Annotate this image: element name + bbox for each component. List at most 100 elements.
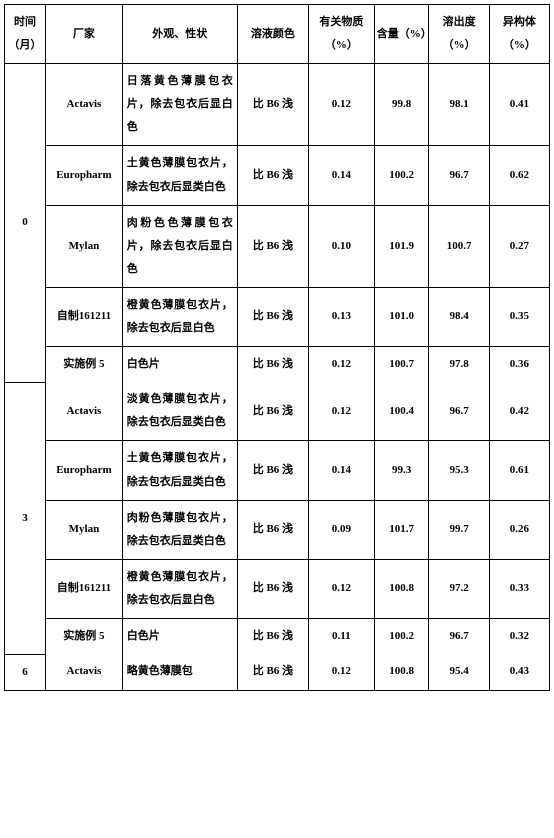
table-header-row: 时间（月） 厂家 外观、性状 溶液颜色 有关物质（%） 含量（%） 溶出度（%）…	[5, 5, 550, 64]
cell-dissolution: 95.3	[429, 441, 489, 500]
cell-content: 100.2	[374, 146, 429, 205]
cell-color: 比 B6 浅	[237, 382, 308, 441]
table-row: Europharm土黄色薄膜包衣片，除去包衣后显类白色比 B6 浅0.14100…	[5, 146, 550, 205]
cell-isomer: 0.42	[489, 382, 549, 441]
th-isomer: 异构体（%）	[489, 5, 549, 64]
table-row: Europharm土黄色薄膜包衣片，除去包衣后显类白色比 B6 浅0.1499.…	[5, 441, 550, 500]
cell-mfr: Europharm	[46, 146, 123, 205]
cell-desc: 橙黄色薄膜包衣片，除去包衣后显白色	[122, 559, 237, 618]
cell-desc: 肉粉色薄膜包衣片，除去包衣后显类白色	[122, 500, 237, 559]
cell-dissolution: 98.1	[429, 64, 489, 146]
cell-isomer: 0.27	[489, 205, 549, 287]
cell-isomer: 0.26	[489, 500, 549, 559]
table-row: 自制161211橙黄色薄膜包衣片，除去包衣后显白色比 B6 浅0.12100.8…	[5, 559, 550, 618]
cell-dissolution: 100.7	[429, 205, 489, 287]
table-row: 6Actavis略黄色薄膜包比 B6 浅0.12100.895.40.43	[5, 654, 550, 690]
cell-content: 99.8	[374, 64, 429, 146]
cell-color: 比 B6 浅	[237, 205, 308, 287]
cell-content: 100.7	[374, 347, 429, 383]
cell-related: 0.14	[308, 441, 374, 500]
th-appearance: 外观、性状	[122, 5, 237, 64]
table-row: 自制161211橙黄色薄膜包衣片，除去包衣后显白色比 B6 浅0.13101.0…	[5, 287, 550, 346]
cell-color: 比 B6 浅	[237, 441, 308, 500]
th-mfr: 厂家	[46, 5, 123, 64]
cell-desc: 土黄色薄膜包衣片，除去包衣后显类白色	[122, 441, 237, 500]
cell-related: 0.12	[308, 382, 374, 441]
cell-isomer: 0.62	[489, 146, 549, 205]
cell-dissolution: 98.4	[429, 287, 489, 346]
cell-related: 0.13	[308, 287, 374, 346]
cell-mfr: 实施例 5	[46, 347, 123, 383]
table-row: Mylan肉粉色色薄膜包衣片，除去包衣后显白色比 B6 浅0.10101.910…	[5, 205, 550, 287]
cell-isomer: 0.35	[489, 287, 549, 346]
cell-isomer: 0.43	[489, 654, 549, 690]
cell-content: 101.0	[374, 287, 429, 346]
cell-dissolution: 96.7	[429, 146, 489, 205]
th-time: 时间（月）	[5, 5, 46, 64]
stability-table: 时间（月） 厂家 外观、性状 溶液颜色 有关物质（%） 含量（%） 溶出度（%）…	[4, 4, 550, 691]
cell-dissolution: 96.7	[429, 618, 489, 654]
th-content: 含量（%）	[374, 5, 429, 64]
cell-isomer: 0.32	[489, 618, 549, 654]
cell-mfr: Actavis	[46, 654, 123, 690]
cell-related: 0.09	[308, 500, 374, 559]
table-row: 实施例 5白色片比 B6 浅0.11100.296.70.32	[5, 618, 550, 654]
cell-desc: 肉粉色色薄膜包衣片，除去包衣后显白色	[122, 205, 237, 287]
cell-related: 0.12	[308, 654, 374, 690]
cell-content: 100.8	[374, 559, 429, 618]
cell-dissolution: 97.2	[429, 559, 489, 618]
cell-content: 100.8	[374, 654, 429, 690]
cell-desc: 淡黄色薄膜包衣片，除去包衣后显类白色	[122, 382, 237, 441]
cell-color: 比 B6 浅	[237, 287, 308, 346]
cell-desc: 橙黄色薄膜包衣片，除去包衣后显白色	[122, 287, 237, 346]
cell-related: 0.14	[308, 146, 374, 205]
th-related: 有关物质（%）	[308, 5, 374, 64]
th-dissolution: 溶出度（%）	[429, 5, 489, 64]
cell-content: 99.3	[374, 441, 429, 500]
cell-isomer: 0.36	[489, 347, 549, 383]
cell-color: 比 B6 浅	[237, 618, 308, 654]
cell-mfr: Actavis	[46, 64, 123, 146]
cell-isomer: 0.61	[489, 441, 549, 500]
cell-isomer: 0.33	[489, 559, 549, 618]
cell-isomer: 0.41	[489, 64, 549, 146]
cell-mfr: Mylan	[46, 500, 123, 559]
cell-mfr: Europharm	[46, 441, 123, 500]
cell-color: 比 B6 浅	[237, 559, 308, 618]
cell-time: 6	[5, 654, 46, 690]
cell-desc: 日落黄色薄膜包衣片，除去包衣后显白色	[122, 64, 237, 146]
cell-related: 0.12	[308, 559, 374, 618]
cell-content: 100.2	[374, 618, 429, 654]
cell-mfr: 自制161211	[46, 287, 123, 346]
cell-time: 0	[5, 64, 46, 383]
cell-mfr: 自制161211	[46, 559, 123, 618]
cell-mfr: 实施例 5	[46, 618, 123, 654]
cell-related: 0.10	[308, 205, 374, 287]
cell-time: 3	[5, 382, 46, 654]
cell-color: 比 B6 浅	[237, 64, 308, 146]
table-row: 实施例 5白色片比 B6 浅0.12100.797.80.36	[5, 347, 550, 383]
cell-related: 0.11	[308, 618, 374, 654]
cell-color: 比 B6 浅	[237, 500, 308, 559]
cell-content: 100.4	[374, 382, 429, 441]
cell-color: 比 B6 浅	[237, 146, 308, 205]
cell-desc: 白色片	[122, 347, 237, 383]
cell-content: 101.9	[374, 205, 429, 287]
cell-color: 比 B6 浅	[237, 347, 308, 383]
cell-dissolution: 96.7	[429, 382, 489, 441]
cell-desc: 土黄色薄膜包衣片，除去包衣后显类白色	[122, 146, 237, 205]
th-solcolor: 溶液颜色	[237, 5, 308, 64]
cell-mfr: Actavis	[46, 382, 123, 441]
cell-dissolution: 99.7	[429, 500, 489, 559]
table-row: Mylan肉粉色薄膜包衣片，除去包衣后显类白色比 B6 浅0.09101.799…	[5, 500, 550, 559]
cell-related: 0.12	[308, 64, 374, 146]
table-row: 3Actavis淡黄色薄膜包衣片，除去包衣后显类白色比 B6 浅0.12100.…	[5, 382, 550, 441]
cell-content: 101.7	[374, 500, 429, 559]
cell-dissolution: 95.4	[429, 654, 489, 690]
cell-related: 0.12	[308, 347, 374, 383]
cell-dissolution: 97.8	[429, 347, 489, 383]
cell-color: 比 B6 浅	[237, 654, 308, 690]
cell-desc: 略黄色薄膜包	[122, 654, 237, 690]
table-row: 0Actavis日落黄色薄膜包衣片，除去包衣后显白色比 B6 浅0.1299.8…	[5, 64, 550, 146]
cell-mfr: Mylan	[46, 205, 123, 287]
